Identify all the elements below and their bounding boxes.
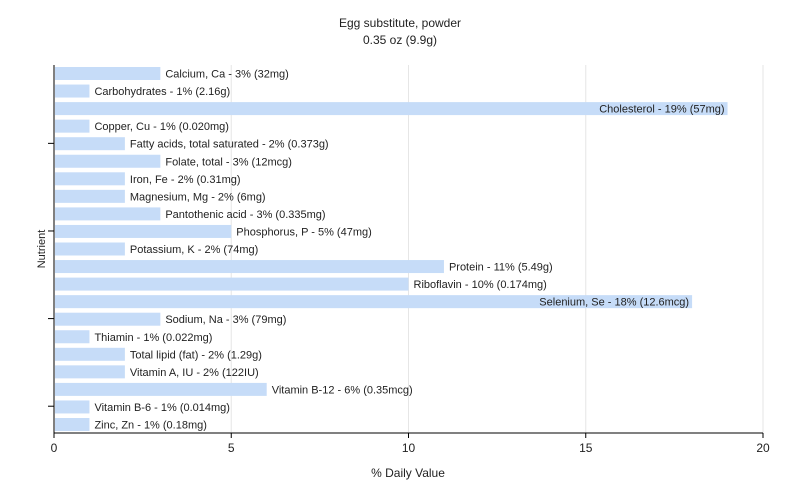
bar <box>55 224 232 238</box>
gridlines <box>230 65 764 433</box>
bar <box>55 207 161 221</box>
x-tick-label: 20 <box>756 441 770 455</box>
bar <box>55 102 728 116</box>
bar-label: Vitamin B-12 - 6% (0.35mcg) <box>272 384 413 396</box>
y-axis-label: Nutrient <box>36 230 48 269</box>
bar-label: Iron, Fe - 2% (0.31mg) <box>130 174 241 186</box>
bar-label: Copper, Cu - 1% (0.020mg) <box>94 121 229 133</box>
bar-label: Calcium, Ca - 3% (32mg) <box>165 69 288 81</box>
bar <box>55 382 267 396</box>
x-tick-label: 5 <box>228 441 235 455</box>
bar <box>55 84 90 98</box>
bar <box>55 277 409 291</box>
bar <box>55 365 125 379</box>
bar-label: Cholesterol - 19% (57mg) <box>599 104 724 116</box>
bar-label: Riboflavin - 10% (0.174mg) <box>414 279 547 291</box>
bar-label: Selenium, Se - 18% (12.6mcg) <box>539 297 689 309</box>
bar-label: Thiamin - 1% (0.022mg) <box>94 332 212 344</box>
bar <box>55 400 90 414</box>
x-tick-label: 10 <box>402 441 416 455</box>
bar-label: Pantothenic acid - 3% (0.335mg) <box>165 209 325 221</box>
chart-subtitle: 0.35 oz (9.9g) <box>363 33 437 47</box>
bar <box>55 330 90 344</box>
bar-label: Phosphorus, P - 5% (47mg) <box>236 226 372 238</box>
bar-label: Protein - 11% (5.49g) <box>449 262 553 274</box>
bar <box>55 67 161 80</box>
bar <box>55 312 161 326</box>
bar <box>55 418 90 431</box>
chart-title: Egg substitute, powder <box>339 16 461 30</box>
bar-label: Total lipid (fat) - 2% (1.29g) <box>130 349 262 361</box>
bar <box>55 137 125 151</box>
bar-label: Fatty acids, total saturated - 2% (0.373… <box>130 139 329 151</box>
bar-label: Potassium, K - 2% (74mg) <box>130 244 258 256</box>
bar-label: Folate, total - 3% (12mcg) <box>165 156 292 168</box>
x-tick-label: 15 <box>579 441 593 455</box>
x-tick-label: 0 <box>51 441 58 455</box>
bar <box>55 347 125 361</box>
bar-label: Magnesium, Mg - 2% (6mg) <box>130 191 266 203</box>
x-ticks: 0 5 10 15 20 <box>51 433 770 455</box>
bar <box>55 260 444 274</box>
bar <box>55 172 125 186</box>
bar-label: Sodium, Na - 3% (79mg) <box>165 314 286 326</box>
bar <box>55 242 125 256</box>
bar-label: Zinc, Zn - 1% (0.18mg) <box>94 420 206 432</box>
bar <box>55 189 125 203</box>
bars: Calcium, Ca - 3% (32mg) Carbohydrates - 1… <box>55 67 728 432</box>
bar <box>55 154 161 168</box>
bar-label: Vitamin A, IU - 2% (122IU) <box>130 367 259 379</box>
bar <box>55 119 90 133</box>
x-axis-label: % Daily Value <box>371 466 445 480</box>
bar-label: Vitamin B-6 - 1% (0.014mg) <box>94 402 230 414</box>
bar <box>55 295 693 309</box>
bar-label: Carbohydrates - 1% (2.16g) <box>94 86 230 98</box>
